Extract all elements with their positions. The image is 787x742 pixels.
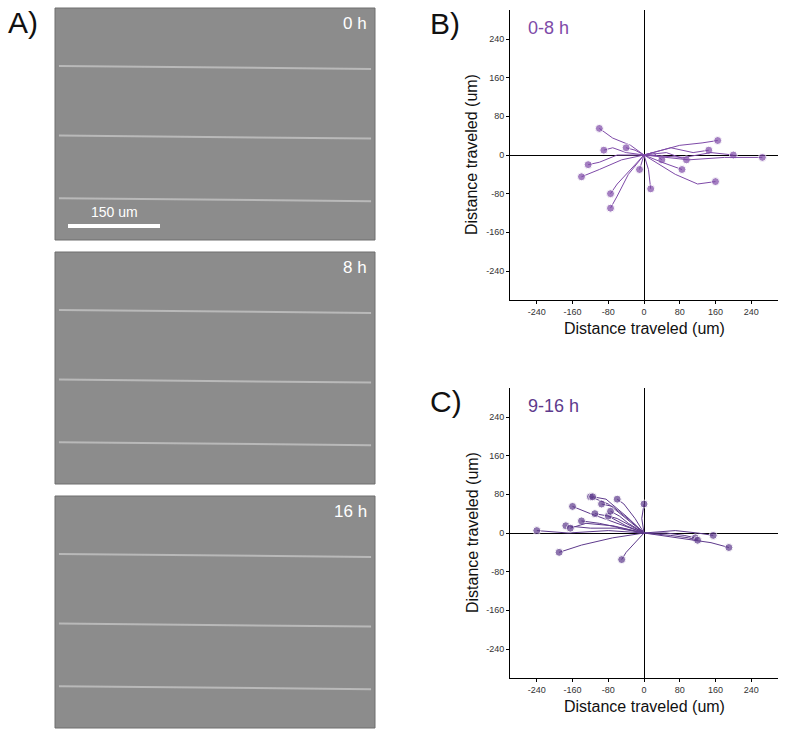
svg-text:0-8 h: 0-8 h (528, 18, 569, 38)
svg-text:80: 80 (675, 685, 685, 695)
svg-text:0: 0 (641, 307, 646, 317)
svg-text:240: 240 (489, 34, 504, 44)
svg-text:-240: -240 (528, 685, 546, 695)
svg-text:240: 240 (489, 412, 504, 422)
svg-text:80: 80 (675, 307, 685, 317)
svg-text:B): B) (430, 7, 460, 40)
svg-text:Distance traveled (um): Distance traveled (um) (564, 698, 725, 715)
svg-text:9-16 h: 9-16 h (528, 396, 579, 416)
svg-text:-240: -240 (528, 307, 546, 317)
svg-text:-80: -80 (491, 189, 504, 199)
svg-text:240: 240 (744, 685, 759, 695)
svg-text:-80: -80 (602, 307, 615, 317)
svg-text:-240: -240 (486, 644, 504, 654)
svg-text:150 um: 150 um (91, 204, 138, 220)
svg-text:160: 160 (708, 685, 723, 695)
svg-text:80: 80 (494, 489, 504, 499)
svg-text:Distance traveled (um): Distance traveled (um) (464, 452, 481, 613)
svg-text:-80: -80 (491, 567, 504, 577)
svg-text:-240: -240 (486, 266, 504, 276)
svg-text:160: 160 (489, 451, 504, 461)
svg-text:-160: -160 (486, 605, 504, 615)
svg-text:0: 0 (499, 528, 504, 538)
svg-text:-80: -80 (602, 685, 615, 695)
svg-text:240: 240 (744, 307, 759, 317)
svg-text:-160: -160 (486, 227, 504, 237)
svg-text:Distance traveled (um): Distance traveled (um) (463, 74, 480, 235)
svg-text:160: 160 (489, 73, 504, 83)
svg-text:Distance traveled (um): Distance traveled (um) (564, 320, 725, 337)
svg-text:A): A) (8, 6, 38, 39)
svg-text:-160: -160 (564, 685, 582, 695)
svg-text:8 h: 8 h (343, 258, 367, 277)
svg-text:C): C) (430, 385, 462, 418)
svg-text:0: 0 (641, 685, 646, 695)
svg-text:16 h: 16 h (334, 502, 367, 521)
svg-text:80: 80 (494, 111, 504, 121)
svg-text:160: 160 (708, 307, 723, 317)
svg-text:-160: -160 (564, 307, 582, 317)
svg-text:0 h: 0 h (343, 14, 367, 33)
svg-text:0: 0 (499, 150, 504, 160)
